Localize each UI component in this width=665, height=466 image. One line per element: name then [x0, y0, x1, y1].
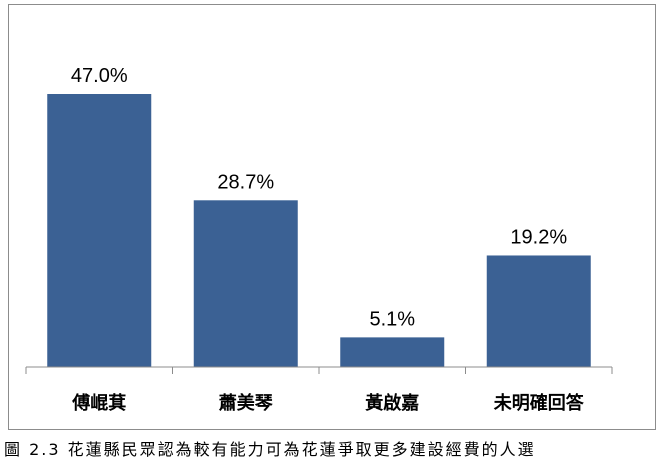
- bar: [47, 94, 152, 367]
- bar: [340, 337, 445, 367]
- axis-layer: [25, 366, 613, 374]
- category-label: 蕭美琴: [219, 392, 273, 414]
- figure-caption: 圖 2.3 花蓮縣民眾認為較有能力可為花蓮爭取更多建設經費的人選: [4, 440, 536, 459]
- category-label: 傅崐萁: [71, 392, 126, 414]
- category-label: 未明確回答: [494, 392, 585, 414]
- category-label: 黃啟嘉: [364, 392, 419, 414]
- bar: [193, 200, 298, 367]
- labels-layer: 47.0% 傅崐萁 28.7% 蕭美琴 5.1% 黃啟嘉 19.2% 未明確回答: [71, 65, 585, 414]
- data-label: 28.7%: [217, 171, 274, 193]
- bars-layer: [47, 94, 591, 367]
- data-label: 5.1%: [369, 308, 415, 330]
- data-label: 47.0%: [71, 65, 128, 87]
- data-label: 19.2%: [510, 226, 567, 248]
- bar: [486, 255, 591, 367]
